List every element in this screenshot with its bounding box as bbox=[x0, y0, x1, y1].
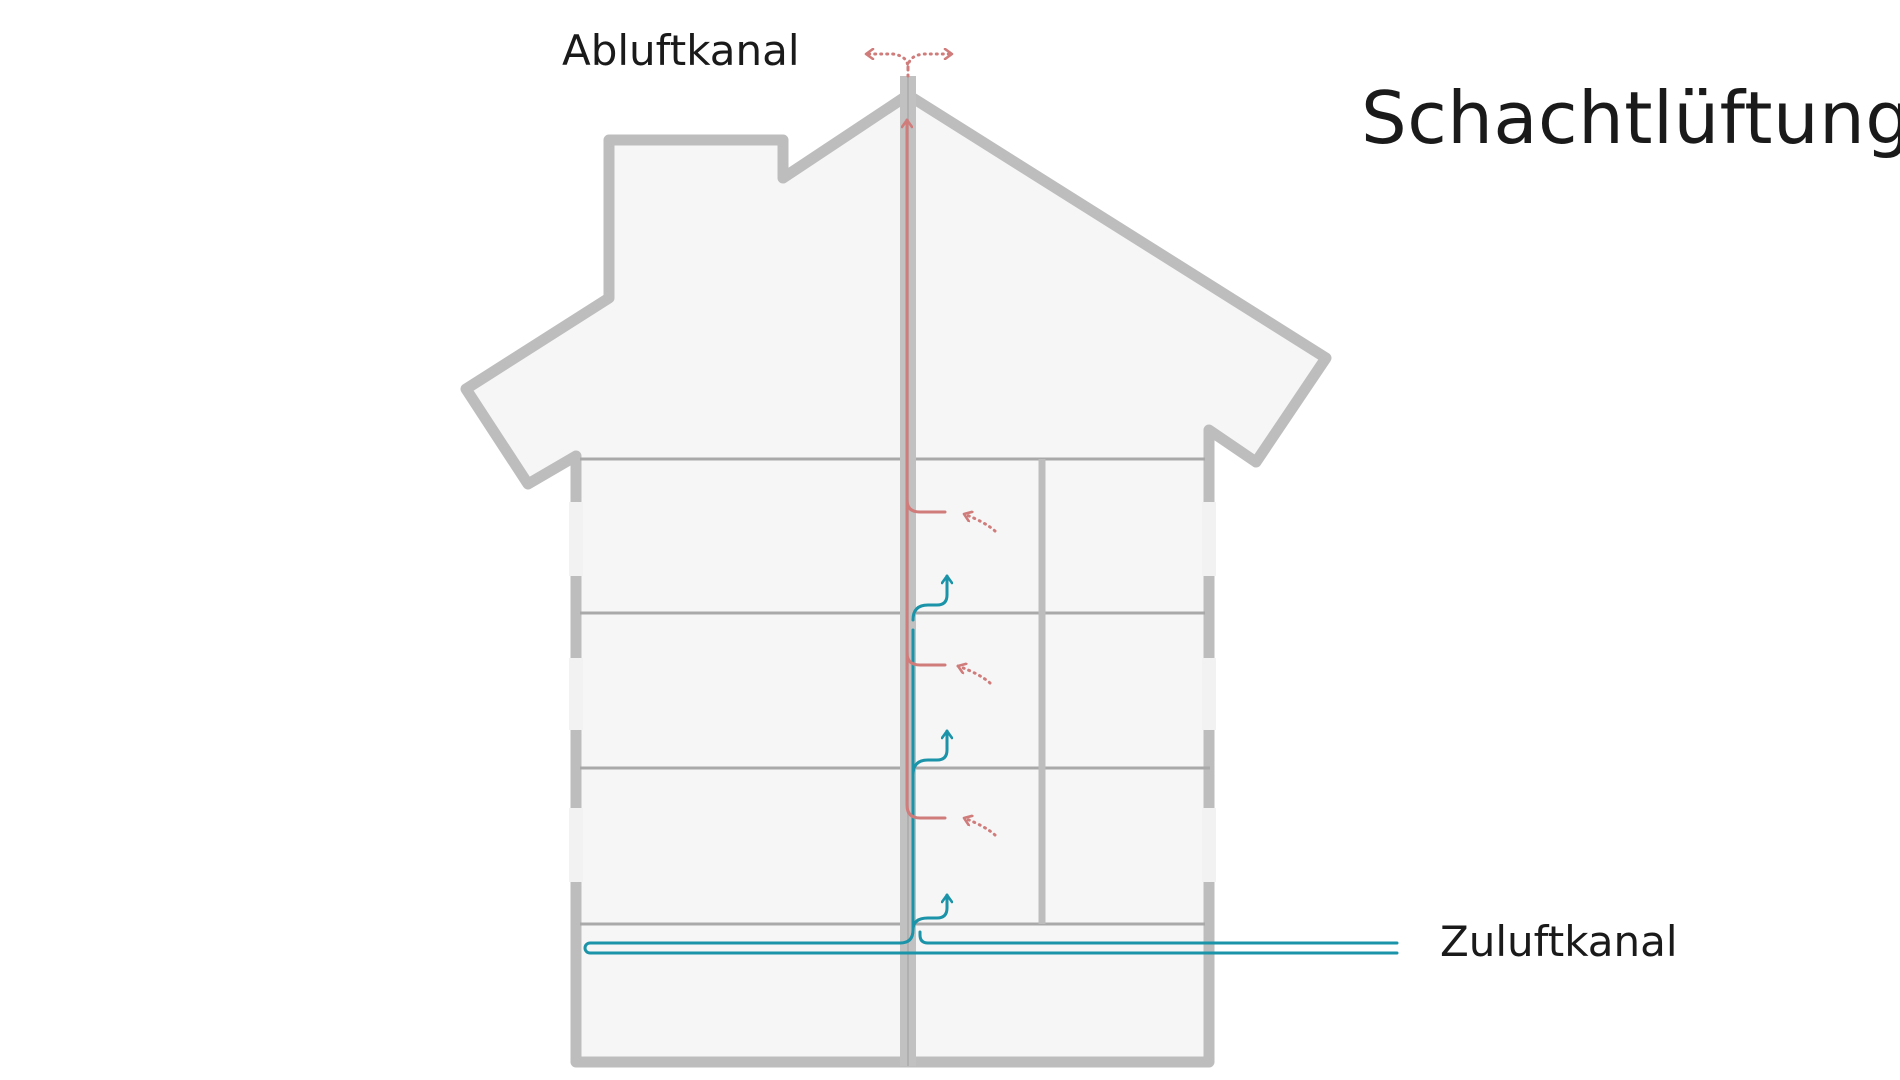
exhaust-air-duct bbox=[905, 118, 947, 820]
supply-duct-top-line bbox=[918, 930, 1399, 945]
dotted-arrow-icon bbox=[956, 666, 992, 685]
supply-duct-label: Zuluftkanal bbox=[1440, 917, 1678, 966]
window-right-3 bbox=[1202, 808, 1216, 882]
dotted-arrow-icon bbox=[962, 514, 997, 533]
floor-lines bbox=[580, 457, 1210, 926]
windows bbox=[569, 502, 1216, 882]
window-left-2 bbox=[569, 658, 583, 730]
window-left-3 bbox=[569, 808, 583, 882]
exhaust-duct-label: Abluftkanal bbox=[562, 26, 800, 75]
window-right-2 bbox=[1202, 658, 1216, 730]
dotted-arrow-icon bbox=[864, 54, 910, 78]
supply-branch-floor-2 bbox=[911, 729, 947, 777]
supply-branch-floor-1 bbox=[911, 893, 947, 932]
exhaust-outlet-arrows bbox=[864, 54, 954, 78]
supply-branch-floor-3 bbox=[911, 574, 947, 622]
dotted-arrow-icon bbox=[962, 818, 997, 837]
supply-duct-bottom-line bbox=[583, 941, 1399, 955]
house-outline bbox=[460, 89, 1332, 1068]
supply-air-duct bbox=[583, 574, 1399, 955]
window-right-1 bbox=[1202, 502, 1216, 576]
exhaust-branch-floor-2 bbox=[905, 651, 947, 667]
diagram-title: Schachtlüftung bbox=[1361, 76, 1900, 160]
window-left-1 bbox=[569, 502, 583, 576]
dotted-arrow-icon bbox=[906, 54, 954, 70]
exhaust-branch-floor-3 bbox=[905, 498, 947, 514]
exhaust-riser bbox=[907, 118, 947, 820]
room-air-intake-arrows bbox=[956, 514, 997, 837]
